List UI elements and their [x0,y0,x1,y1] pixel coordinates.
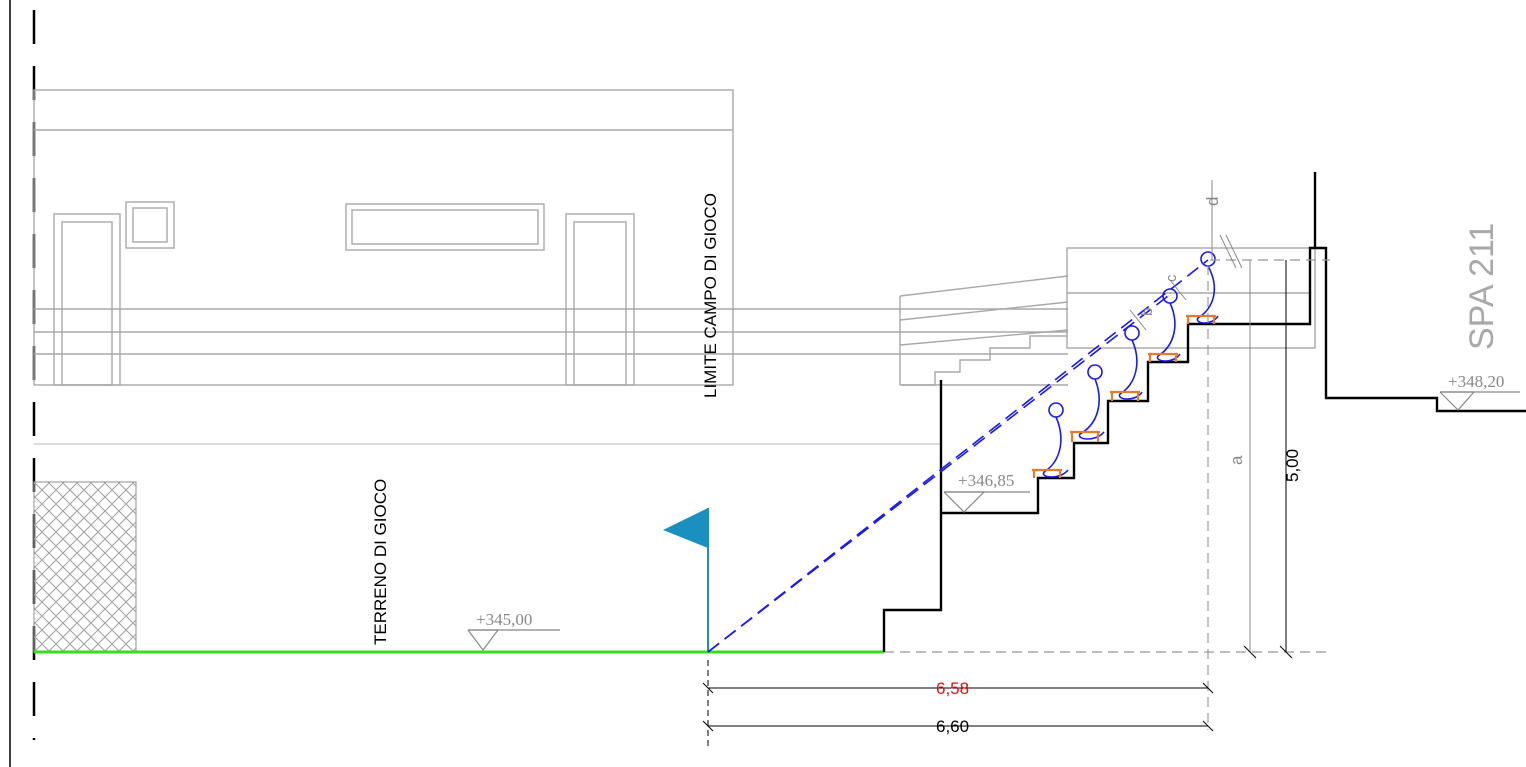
field-limit-label: LIMITE CAMPO DI GIOCO [701,193,720,398]
triangle-level-icon [467,391,1520,651]
elevation-ground: +345,00 [476,610,532,629]
dimension-letter-c: c [1163,274,1180,282]
spectator-figures [1032,251,1219,478]
elevation-stand: +346,85 [958,471,1014,490]
elevation-road: +348,20 [1448,372,1504,391]
field-label: TERRENO DI GIOCO [371,479,390,645]
dimension-letter-a: a [1227,455,1246,465]
small-dimension-ticks [1129,180,1243,331]
dimension-bottom-value: 6,60 [936,717,969,736]
stand-structure [882,172,1526,652]
dimension-letter-d: d [1203,197,1222,206]
dimension-vertical-value: 5,00 [1283,449,1302,482]
hatched-goal-area [33,481,137,653]
dimension-top-value: 6,58 [936,679,969,698]
dimension-lines [702,660,1214,750]
sightline-lower [707,295,1169,653]
dimension-letter-b: b [1139,308,1156,316]
corner-flag-icon [663,508,709,652]
road-label: SPA 211 [1463,223,1501,350]
background-building [33,89,1316,445]
